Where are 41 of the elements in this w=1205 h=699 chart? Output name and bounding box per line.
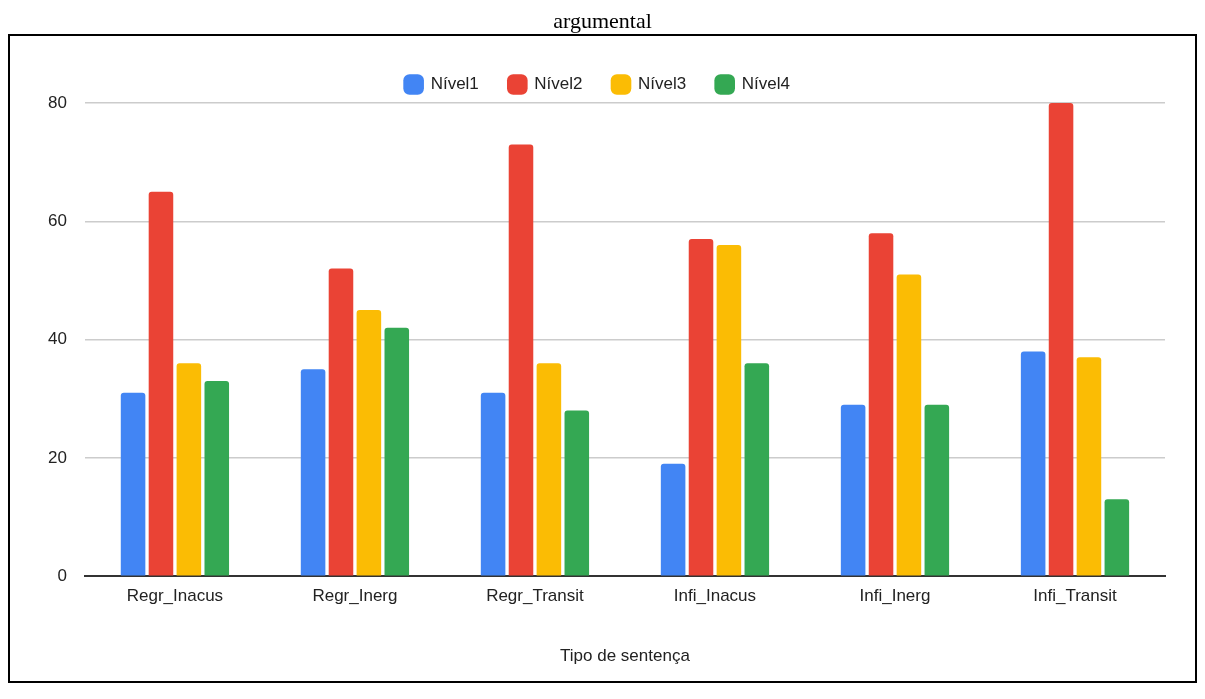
bar [204,381,230,576]
bar [176,363,202,576]
bar [536,363,562,576]
bar [564,410,590,576]
bar [660,463,686,576]
bar [300,369,326,576]
bar [508,144,534,576]
bar [688,239,714,576]
bar [480,392,506,576]
x-tick-label: Infi_Inacus [673,586,757,606]
legend-label: Nível3 [638,74,687,94]
bar [148,191,174,576]
y-tick-label: 20 [47,447,67,467]
bar [840,404,866,576]
bar [384,327,410,576]
bar [1048,103,1074,576]
y-tick-label: 40 [47,329,67,349]
chart-title: argumental [552,8,653,34]
bar [1104,499,1130,576]
bar [1076,357,1102,576]
x-tick-label: Regr_Transit [486,586,585,606]
bar [868,233,894,576]
x-tick-label: Infi_Transit [1033,586,1117,606]
legend-label: Nível1 [430,74,479,94]
bar [924,404,950,576]
bar [1020,351,1046,576]
bar [716,244,742,576]
bar [744,363,770,576]
y-tick-label: 80 [47,92,67,112]
bar [120,392,146,576]
x-tick-label: Infi_Inerg [859,586,931,606]
bar [896,274,922,576]
bar [356,310,382,576]
bar [328,268,354,576]
legend-label: Nível2 [534,74,583,94]
x-axis-title: Tipo de sentença [560,646,691,666]
y-tick-label: 0 [57,565,67,585]
y-tick-label: 60 [47,210,67,230]
x-tick-label: Regr_Inacus [126,586,224,606]
x-tick-label: Regr_Inerg [312,586,398,606]
legend-label: Nível4 [741,74,790,94]
